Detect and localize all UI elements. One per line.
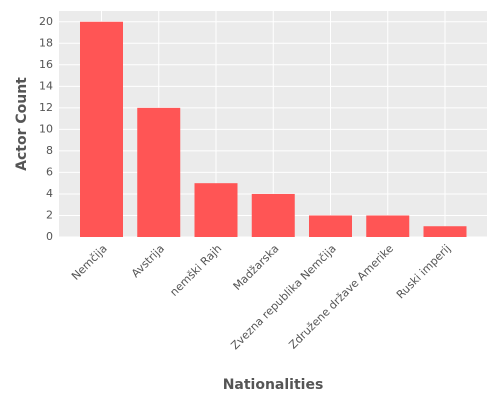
x-tick-label: Avstrija — [129, 242, 167, 280]
bar — [137, 107, 181, 237]
bar — [194, 183, 238, 237]
x-tick-label: nemški Rajh — [167, 242, 224, 299]
y-tick-label: 2 — [46, 208, 53, 221]
x-tick-label: Zvezna republika Nemčija — [228, 242, 338, 352]
y-tick-label: 4 — [46, 187, 53, 200]
bar — [423, 226, 467, 237]
x-tick-label: Združene države Amerike — [286, 242, 396, 352]
x-axis-label: Nationalities — [223, 377, 324, 393]
y-tick-label: 0 — [46, 230, 53, 243]
bar — [80, 21, 123, 238]
bar — [251, 193, 295, 237]
bar — [366, 215, 410, 237]
y-tick-label: 12 — [39, 101, 53, 114]
y-tick-label: 18 — [39, 36, 53, 49]
x-tick-label: Madžarska — [231, 242, 282, 293]
y-tick-label: 10 — [39, 122, 53, 135]
y-tick-label: 20 — [39, 15, 53, 28]
y-axis-label: Actor Count — [14, 77, 30, 171]
y-tick-label: 16 — [39, 58, 53, 71]
x-tick-label: Ruski imperij — [394, 242, 453, 301]
bar — [309, 215, 352, 237]
y-tick-label: 14 — [39, 79, 53, 92]
x-tick-label: Nemčija — [69, 242, 110, 283]
y-tick-label: 8 — [46, 144, 53, 157]
y-tick-label: 6 — [46, 165, 53, 178]
